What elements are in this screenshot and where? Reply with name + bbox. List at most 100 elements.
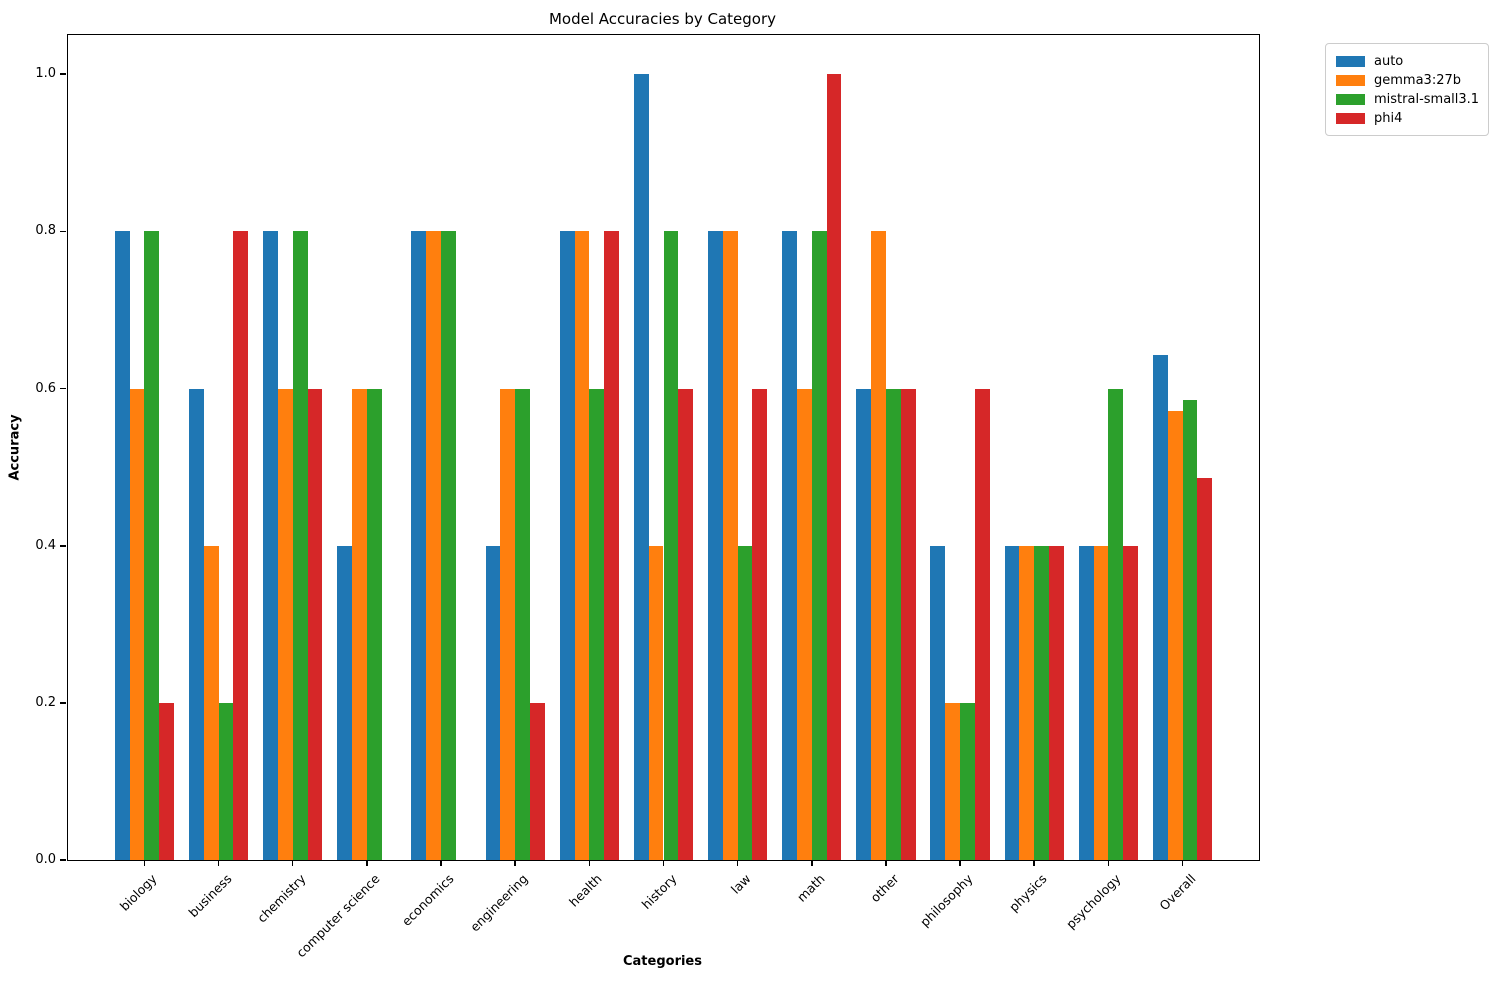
bar-phi4-psychology — [1123, 545, 1139, 860]
legend-entry-mistral-small3-1: mistral-small3.1 — [1336, 90, 1480, 108]
bar-auto-health — [559, 231, 575, 860]
plot-area: 0.0 0.2 0.4 0.6 0.8 1.0 biology business chemist… — [35, 34, 1260, 960]
legend-entry-auto: auto — [1336, 52, 1478, 70]
x-tick — [662, 860, 665, 866]
bar-phi4-chemistry — [307, 388, 323, 860]
y-axis-label: Accuracy — [7, 414, 23, 481]
legend-entry-gemma3-27b: gemma3:27b — [1336, 71, 1478, 89]
bar-gemma3-27b-physics — [1019, 545, 1035, 860]
legend-label-mistral-small3-1: mistral-small3.1 — [1374, 91, 1480, 107]
bar-gemma3-27b-engineering — [500, 388, 516, 860]
bar-mistral-small3-1-law — [737, 545, 753, 860]
x-tick — [1033, 860, 1036, 866]
y-tick — [60, 702, 66, 704]
x-tick — [588, 860, 591, 866]
bar-mistral-small3-1-psychology — [1108, 388, 1124, 860]
bar-auto-physics — [1004, 545, 1020, 860]
y-tick — [60, 387, 66, 390]
y-tick-label: 0.2 — [35, 694, 56, 710]
bar-gemma3-27b-computer-science — [352, 388, 367, 860]
bar-mistral-small3-1-history — [663, 231, 679, 860]
bar-mistral-small3-1-engineering — [515, 388, 530, 860]
bar-gemma3-27b-math — [796, 388, 812, 860]
legend-label-auto: auto — [1374, 53, 1404, 69]
bar-mistral-small3-1-chemistry — [292, 231, 308, 860]
x-tick-label-biology: biology — [117, 871, 160, 914]
x-tick — [736, 860, 739, 866]
bar-auto-math — [782, 231, 797, 860]
bar-mistral-small3-1-other — [885, 388, 901, 860]
bar-mistral-small3-1-computer-science — [366, 388, 382, 860]
bar-phi4-philosophy — [974, 388, 990, 860]
bar-phi4-business — [233, 231, 249, 860]
bar-gemma3-27b-health — [574, 231, 590, 860]
y-tick-label: 1.0 — [35, 66, 56, 82]
y-tick — [60, 544, 66, 547]
bar-auto-other — [856, 388, 872, 860]
bar-gemma3-27b-business — [203, 545, 219, 860]
bar-phi4-health — [604, 231, 619, 860]
x-tick — [959, 860, 961, 866]
bar-auto-chemistry — [263, 231, 278, 860]
bar-mistral-small3-1-math — [811, 231, 827, 860]
bar-auto-engineering — [485, 545, 501, 860]
legend-swatch-auto — [1336, 55, 1365, 67]
bar-phi4-history — [678, 388, 694, 860]
y-tick — [60, 230, 66, 233]
bar-mistral-small3-1-overall — [1182, 399, 1198, 860]
bar-mistral-small3-1-business — [218, 702, 234, 860]
bar-mistral-small3-1-physics — [1034, 545, 1050, 860]
bar-auto-psychology — [1078, 545, 1094, 860]
bar-mistral-small3-1-economics — [441, 231, 456, 860]
x-tick — [291, 860, 294, 866]
bar-gemma3-27b-law — [722, 231, 738, 860]
bar-mistral-small3-1-biology — [144, 231, 160, 860]
y-tick-label: 0.4 — [35, 537, 56, 553]
x-tick — [514, 860, 516, 866]
bar-phi4-law — [752, 388, 768, 860]
bar-auto-overall — [1152, 354, 1168, 860]
bar-mistral-small3-1-health — [589, 388, 605, 860]
bar-gemma3-27b-economics — [426, 231, 442, 860]
x-tick — [143, 860, 146, 866]
legend-swatch-gemma3-27b — [1336, 74, 1365, 86]
bar-gemma3-27b-biology — [129, 388, 145, 860]
x-tick — [885, 860, 887, 866]
chart-title: Model Accuracies by Category — [548, 10, 777, 28]
legend-entry-phi4: phi4 — [1336, 109, 1478, 127]
bar-auto-history — [633, 74, 649, 860]
y-tick-label: 0.0 — [35, 852, 56, 867]
x-tick — [440, 860, 442, 866]
x-tick — [1107, 860, 1110, 866]
legend-label-phi4: phi4 — [1374, 110, 1403, 126]
bar-auto-law — [707, 231, 723, 860]
bar-mistral-small3-1-philosophy — [960, 702, 975, 860]
bar-gemma3-27b-chemistry — [277, 388, 293, 860]
bar-phi4-other — [900, 388, 916, 860]
bar-gemma3-27b-overall — [1167, 411, 1183, 860]
y-tick — [60, 73, 66, 76]
y-tick-label: 0.8 — [35, 223, 56, 239]
x-tick — [217, 860, 220, 866]
x-axis-label: Categories — [622, 954, 702, 969]
bar-phi4-math — [826, 74, 842, 860]
bar-auto-biology — [114, 231, 130, 860]
bar-phi4-biology — [159, 702, 175, 860]
bar-auto-business — [188, 388, 204, 860]
x-tick — [1181, 860, 1184, 866]
x-tick — [366, 860, 368, 866]
bar-gemma3-27b-history — [648, 545, 664, 860]
legend: auto gemma3:27b mistral-small3.1 phi4 — [1325, 43, 1489, 136]
bar-gemma3-27b-psychology — [1093, 545, 1109, 860]
bar-auto-computer-science — [337, 545, 353, 860]
legend-swatch-phi4 — [1336, 112, 1365, 124]
bar-auto-economics — [411, 231, 427, 860]
y-tick — [60, 859, 66, 861]
legend-label-gemma3-27b: gemma3:27b — [1374, 72, 1461, 88]
bar-gemma3-27b-other — [871, 231, 886, 860]
bar-phi4-physics — [1049, 545, 1064, 860]
bar-phi4-overall — [1197, 478, 1213, 860]
bar-auto-philosophy — [930, 545, 946, 860]
bar-phi4-engineering — [530, 702, 545, 860]
